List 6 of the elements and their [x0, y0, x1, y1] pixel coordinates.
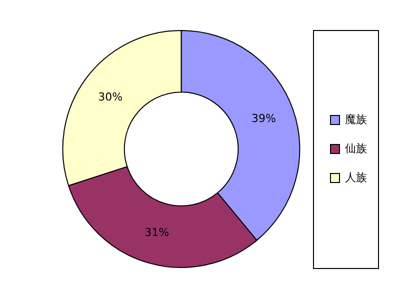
- data-label: 31%: [144, 226, 170, 240]
- legend-label: 仙族: [345, 142, 367, 155]
- data-label: 39%: [252, 112, 276, 126]
- legend-label: 人族: [345, 170, 367, 184]
- data-label: 30%: [98, 90, 123, 104]
- legend-label: 魔族: [345, 112, 367, 126]
